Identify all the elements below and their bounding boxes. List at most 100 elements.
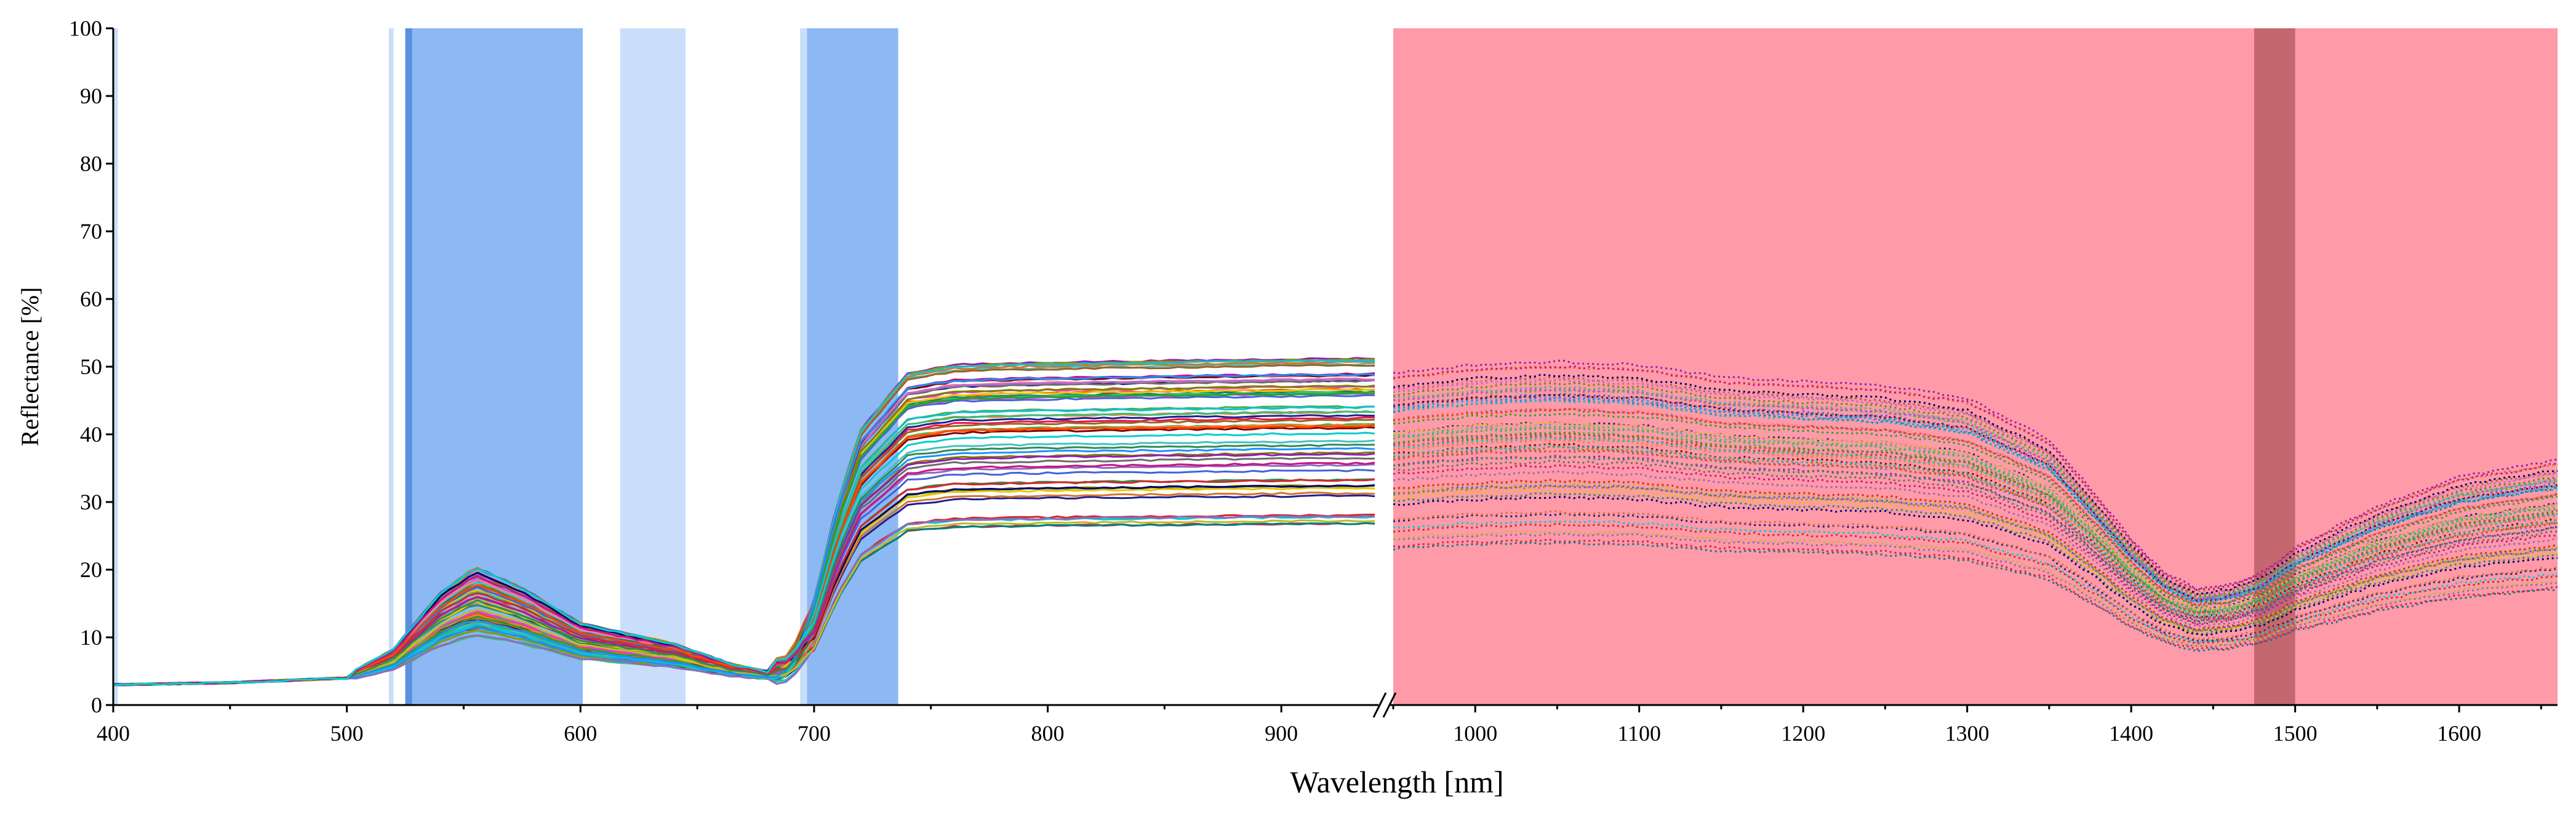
series-line-vis-46 xyxy=(113,391,1375,686)
tick-labels: 0 10 20 30 40 50 60 70 80 90 100 400 500 600 700 800 900… xyxy=(69,16,2481,746)
series-line-vis-30 xyxy=(113,516,1375,686)
series-line-vis-16 xyxy=(113,410,1375,687)
x-tick-label-900: 900 xyxy=(1265,721,1298,746)
series-line-swir-29 xyxy=(1393,365,2558,591)
series-line-vis-4 xyxy=(113,394,1375,687)
series-line-vis-37 xyxy=(113,439,1375,687)
series-line-swir-39 xyxy=(1393,484,2558,632)
series-line-swir-10 xyxy=(1393,407,2558,607)
series-line-swir-13 xyxy=(1393,376,2558,596)
x-tick-label-700: 700 xyxy=(798,721,831,746)
y-tick-label-60: 60 xyxy=(80,287,102,311)
series-line-vis-57 xyxy=(113,372,1375,686)
series-line-swir-19 xyxy=(1393,373,2558,596)
series-line-vis-2 xyxy=(113,416,1375,687)
y-tick-label-80: 80 xyxy=(80,151,102,176)
x-axis-title: Wavelength [nm] xyxy=(1290,765,1503,799)
series-line-swir-56 xyxy=(1393,449,2558,620)
series-line-vis-22 xyxy=(113,514,1375,686)
y-tick-label-40: 40 xyxy=(80,422,102,447)
axes xyxy=(106,27,2558,718)
series-line-vis-5 xyxy=(113,410,1375,687)
spectra-swir xyxy=(1393,359,2558,652)
axis-break-mark-2 xyxy=(1382,692,1397,718)
band-694-697 xyxy=(800,28,807,705)
x-tick-label-1600: 1600 xyxy=(2437,721,2481,746)
series-line-vis-23 xyxy=(113,463,1375,687)
y-tick-label-10: 10 xyxy=(80,625,102,650)
series-line-swir-34 xyxy=(1393,484,2558,632)
y-tick-label-30: 30 xyxy=(80,490,102,514)
series-line-vis-18 xyxy=(113,361,1375,687)
band-400-402 xyxy=(113,28,118,705)
series-line-swir-32 xyxy=(1393,538,2558,650)
series-line-swir-17 xyxy=(1393,445,2558,620)
series-line-swir-45 xyxy=(1393,394,2558,602)
series-line-vis-26 xyxy=(113,388,1375,687)
series-line-swir-60 xyxy=(1393,436,2558,616)
series-line-vis-8 xyxy=(113,392,1375,686)
band-950-1660 xyxy=(1393,28,2558,705)
series-line-vis-33 xyxy=(113,423,1375,687)
spectra-visible-nir xyxy=(113,357,1375,687)
series-line-swir-20 xyxy=(1393,408,2558,607)
series-line-vis-52 xyxy=(113,478,1375,686)
series-line-vis-40 xyxy=(113,377,1375,687)
x-tick-label-1400: 1400 xyxy=(2109,721,2153,746)
x-tick-label-500: 500 xyxy=(330,721,364,746)
band-518-520 xyxy=(388,28,394,705)
series-line-vis-54 xyxy=(113,405,1375,687)
series-line-swir-57 xyxy=(1393,397,2558,604)
series-line-swir-6 xyxy=(1393,359,2558,591)
y-tick-label-50: 50 xyxy=(80,354,102,379)
axis-break-mark-1 xyxy=(1372,692,1387,718)
series-line-vis-20 xyxy=(113,379,1375,686)
y-tick-label-90: 90 xyxy=(80,84,102,108)
series-line-vis-53 xyxy=(113,514,1375,687)
series-line-swir-59 xyxy=(1393,464,2558,626)
series-line-vis-44 xyxy=(113,388,1375,687)
x-tick-label-400: 400 xyxy=(97,721,130,746)
y-tick-label-0: 0 xyxy=(91,693,102,717)
x-tick-label-800: 800 xyxy=(1031,721,1065,746)
series-line-swir-16 xyxy=(1393,425,2558,612)
series-line-vis-34 xyxy=(113,469,1375,686)
series-line-swir-44 xyxy=(1393,421,2558,612)
y-tick-label-70: 70 xyxy=(80,219,102,244)
series-line-vis-28 xyxy=(113,478,1375,686)
series-line-vis-60 xyxy=(113,431,1375,687)
series-line-swir-46 xyxy=(1393,386,2558,599)
y-tick-label-20: 20 xyxy=(80,557,102,582)
y-axis-title: Reflectance [%] xyxy=(16,287,44,447)
x-tick-label-600: 600 xyxy=(564,721,597,746)
series-line-swir-22 xyxy=(1393,522,2558,645)
series-line-vis-39 xyxy=(113,484,1375,686)
series-line-swir-37 xyxy=(1393,444,2558,619)
series-line-swir-23 xyxy=(1393,470,2558,628)
x-tick-label-1500: 1500 xyxy=(2273,721,2318,746)
series-line-vis-42 xyxy=(113,378,1375,687)
series-line-swir-31 xyxy=(1393,512,2558,642)
band-617-645 xyxy=(620,28,686,705)
x-tick-label-1200: 1200 xyxy=(1781,721,1825,746)
series-line-swir-48 xyxy=(1393,510,2558,640)
series-line-swir-55 xyxy=(1393,530,2558,648)
x-tick-label-1100: 1100 xyxy=(1617,721,1661,746)
band-525-528 xyxy=(405,28,412,705)
series-line-vis-32 xyxy=(113,522,1375,687)
series-line-vis-49 xyxy=(113,484,1375,686)
y-tick-label-100: 100 xyxy=(69,16,102,41)
x-tick-label-1000: 1000 xyxy=(1453,721,1497,746)
series-line-swir-7 xyxy=(1393,388,2558,600)
series-line-swir-14 xyxy=(1393,488,2558,634)
series-line-vis-27 xyxy=(113,447,1375,687)
series-line-swir-30 xyxy=(1393,520,2558,644)
series-line-vis-41 xyxy=(113,522,1375,687)
series-line-vis-55 xyxy=(113,519,1375,686)
series-line-vis-38 xyxy=(113,385,1375,687)
series-line-vis-25 xyxy=(113,485,1375,686)
series-line-swir-51 xyxy=(1393,413,2558,609)
series-line-vis-47 xyxy=(113,385,1375,687)
series-line-vis-48 xyxy=(113,492,1375,687)
